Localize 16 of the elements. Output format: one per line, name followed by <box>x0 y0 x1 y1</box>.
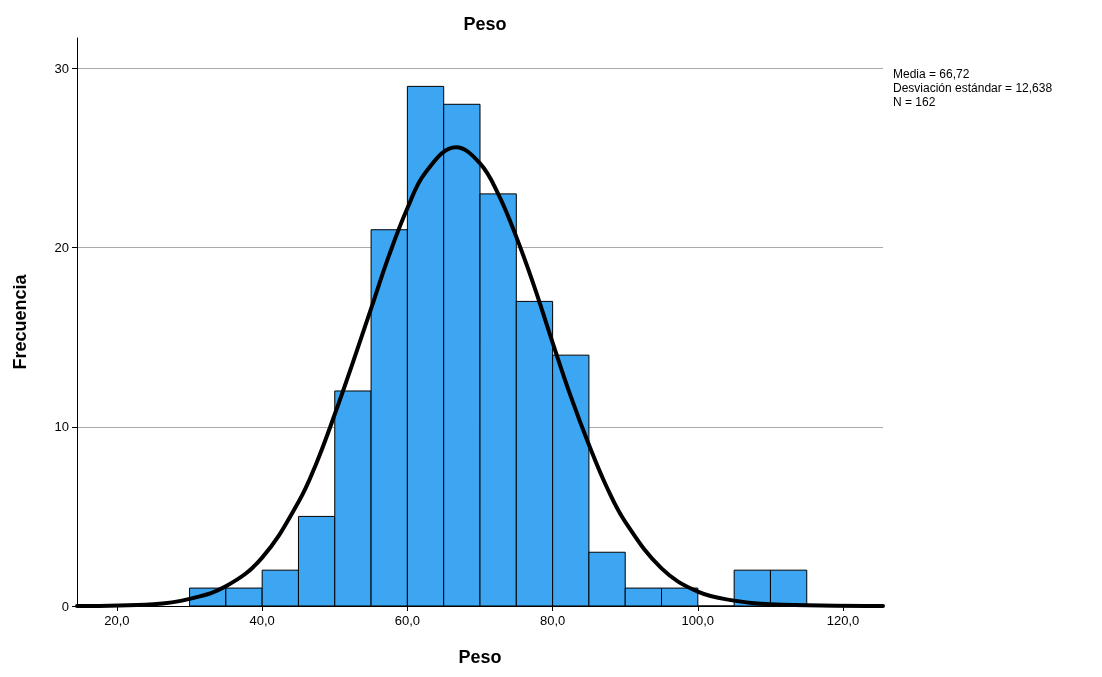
chart-title: Peso <box>463 14 507 34</box>
x-tick-label: 80,0 <box>539 613 566 628</box>
text: Desviación estándar = 12,638 <box>893 81 1053 95</box>
text: Media = 66,72 <box>893 67 970 81</box>
x-axis-title: Peso <box>458 647 502 667</box>
y-tick-label: 30 <box>54 60 69 76</box>
y-axis-title: Frecuencia <box>10 273 30 370</box>
x-tick-label: 100,0 <box>681 613 715 628</box>
text: N = 162 <box>893 95 936 109</box>
x-tick-label: 20,0 <box>104 613 130 628</box>
y-tick-label: 10 <box>54 419 69 435</box>
x-tick-label: 120,0 <box>826 613 860 628</box>
x-tick-label: 60,0 <box>394 613 421 628</box>
y-tick-label: 20 <box>54 240 69 256</box>
y-tick-label: 0 <box>61 598 69 614</box>
x-tick-label: 40,0 <box>249 613 275 628</box>
